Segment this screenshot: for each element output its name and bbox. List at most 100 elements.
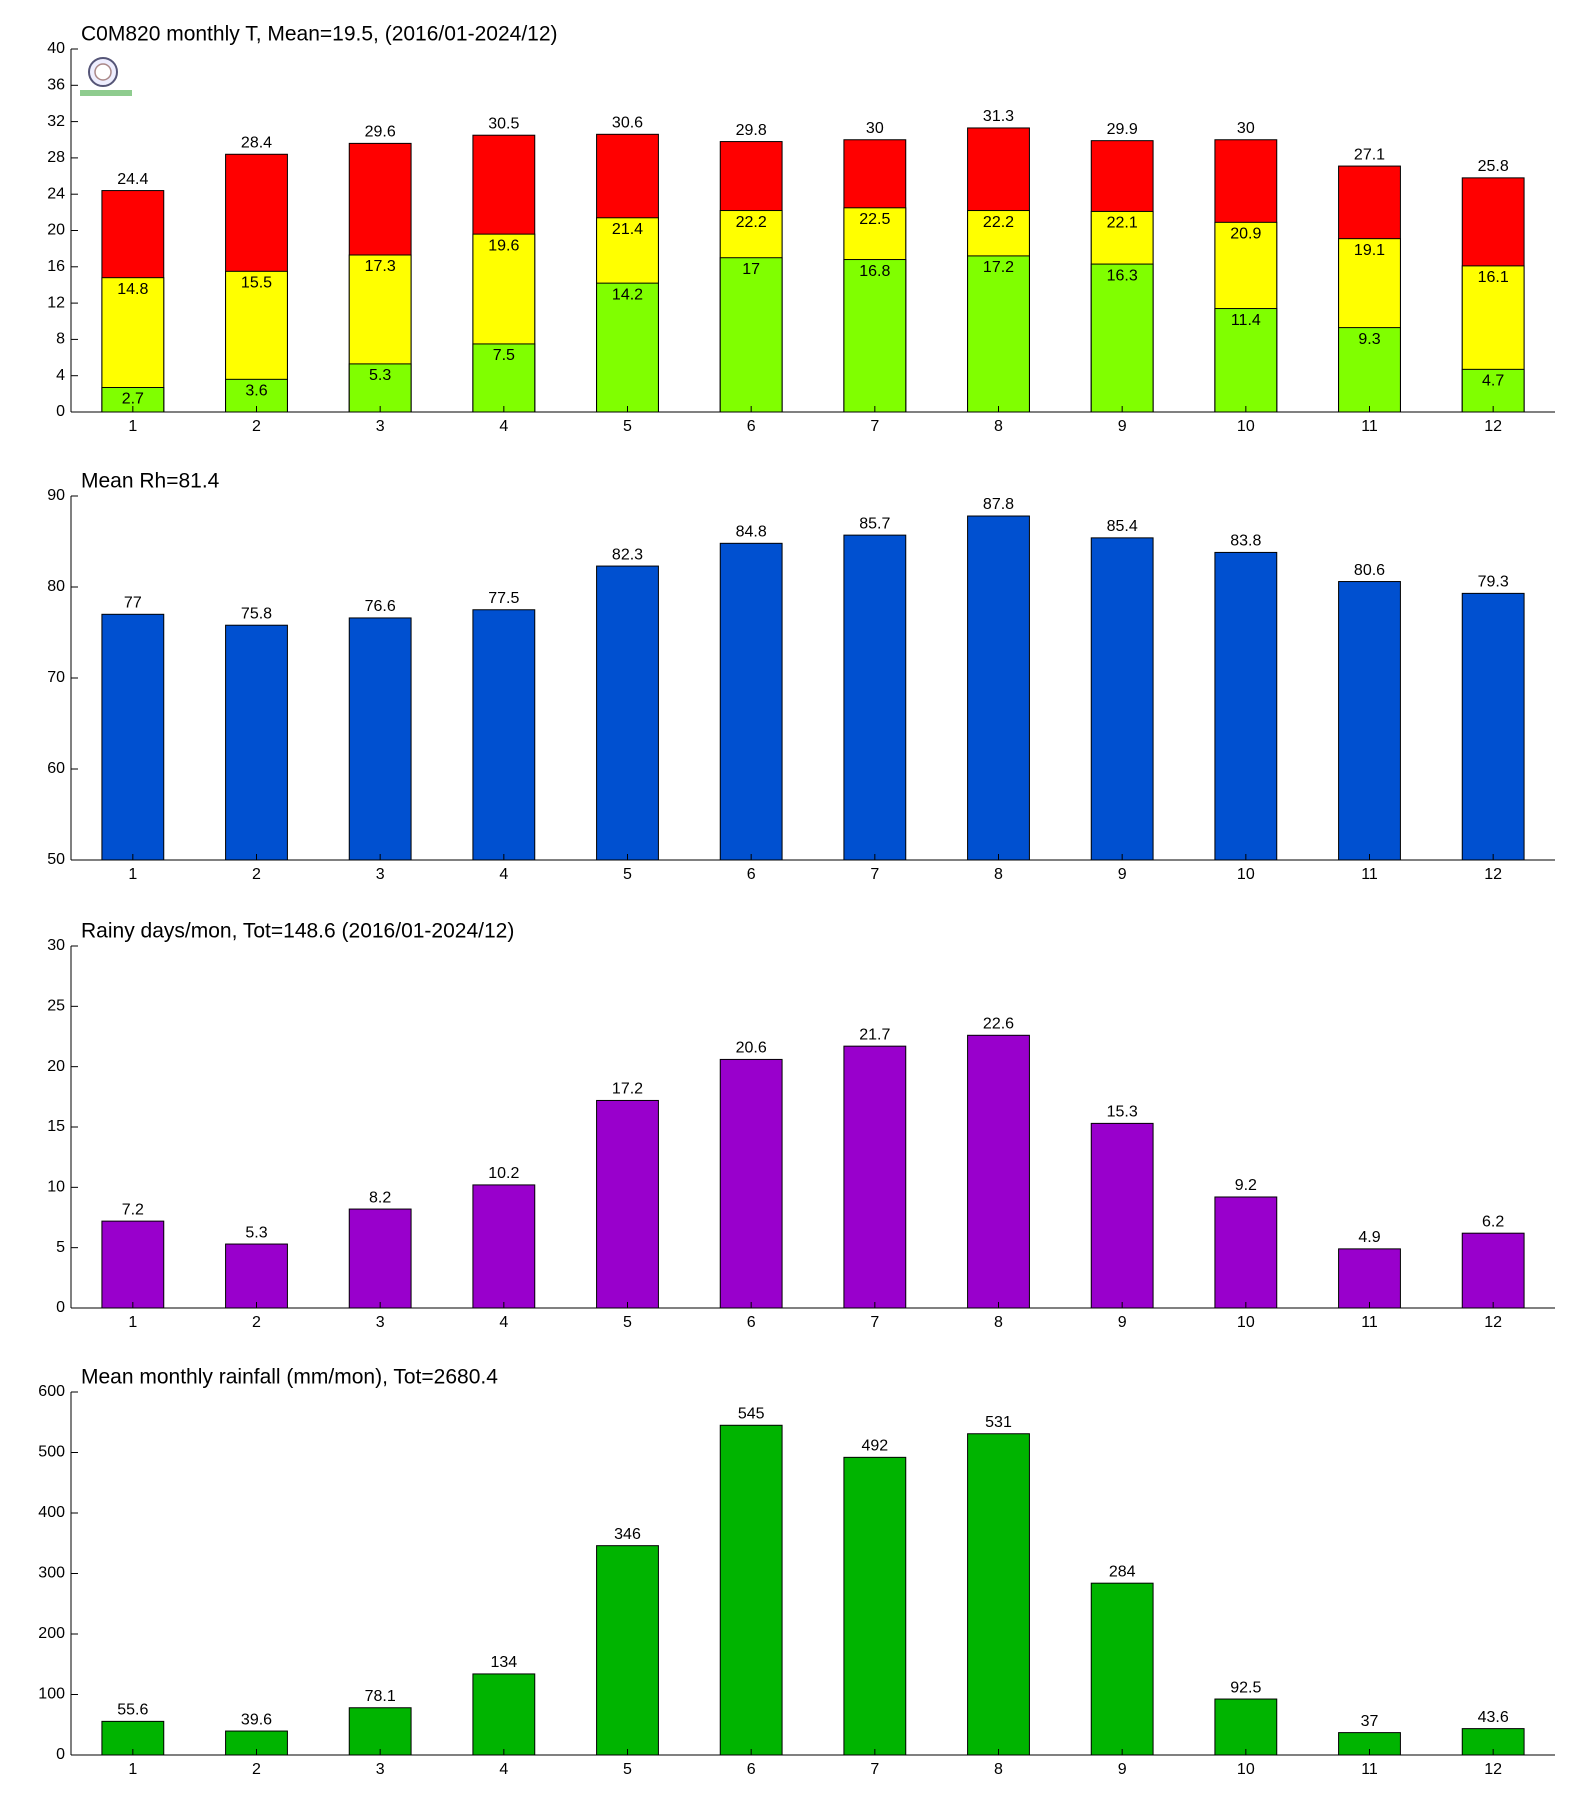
bar [843,534,907,861]
value-label: 6.2 [1482,1213,1504,1230]
bar [596,565,659,861]
x-tick-label: 12 [1484,1761,1502,1778]
value-label: 346 [614,1526,641,1543]
value-label: 16.3 [1107,267,1138,284]
x-tick-label: 6 [747,1314,756,1331]
bar [472,1673,536,1756]
x-tick-label: 7 [870,418,879,435]
bar [1338,327,1401,413]
value-label: 85.4 [1107,518,1138,535]
bar [348,363,412,413]
x-tick-label: 7 [870,1314,879,1331]
x-tick-label: 6 [747,1761,756,1778]
value-label: 22.1 [1107,215,1138,232]
x-tick-label: 8 [994,1761,1003,1778]
x-tick-label: 5 [623,418,632,435]
x-tick-label: 10 [1237,866,1255,883]
bar [348,1208,412,1309]
x-tick-label: 9 [1118,418,1127,435]
value-label: 27.1 [1354,146,1385,163]
bar [1090,537,1154,861]
value-label: 21.7 [859,1026,890,1043]
value-label: 545 [738,1405,765,1422]
value-label: 531 [985,1414,1012,1431]
x-tick-label: 12 [1484,866,1502,883]
y-tick-label: 50 [47,851,65,868]
value-label: 39.6 [241,1711,272,1728]
y-tick-label: 8 [56,331,65,348]
x-tick-label: 2 [252,866,261,883]
bar [843,1456,907,1756]
value-label: 4.7 [1482,373,1504,390]
bar [719,542,783,861]
value-label: 11.4 [1231,312,1261,329]
y-tick-label: 80 [47,578,65,595]
y-tick-label: 24 [47,185,65,202]
y-tick-label: 20 [47,1058,65,1075]
bar [967,1034,1030,1309]
value-label: 22.2 [736,214,767,231]
value-label: 21.4 [612,221,643,238]
x-tick-label: 6 [747,866,756,883]
bar [1214,308,1278,413]
value-label: 29.8 [736,122,767,139]
x-tick-label: 2 [252,1761,261,1778]
x-tick-label: 5 [623,1314,632,1331]
value-label: 5.3 [245,1224,267,1241]
bar [225,624,288,861]
x-tick-label: 11 [1361,418,1378,435]
bar [1214,1196,1278,1309]
y-tick-label: 10 [47,1179,65,1196]
value-label: 37 [1361,1713,1379,1730]
x-tick-label: 4 [499,866,508,883]
x-tick-label: 7 [870,866,879,883]
x-tick-label: 4 [499,1761,508,1778]
value-label: 83.8 [1230,533,1261,550]
bar [225,1243,288,1309]
x-tick-label: 1 [128,418,137,435]
bar [719,257,783,413]
value-label: 77.5 [488,590,519,607]
bar [843,259,907,413]
value-label: 30 [1237,120,1255,137]
bar [843,1045,907,1309]
value-label: 19.1 [1354,242,1385,259]
y-tick-label: 15 [47,1118,65,1135]
value-label: 87.8 [983,496,1014,513]
y-tick-label: 5 [56,1239,65,1256]
value-label: 492 [861,1438,888,1455]
x-tick-label: 11 [1361,1314,1378,1331]
y-tick-label: 28 [47,149,65,166]
y-tick-label: 12 [47,294,65,311]
x-tick-label: 10 [1237,1314,1255,1331]
value-label: 43.6 [1478,1709,1509,1726]
value-label: 76.6 [365,598,396,615]
logo [80,57,132,96]
value-label: 16.1 [1478,269,1509,286]
x-tick-label: 9 [1118,1314,1127,1331]
bar [967,1433,1030,1756]
y-tick-label: 25 [47,998,65,1015]
value-label: 84.8 [736,524,767,541]
value-label: 8.2 [369,1189,391,1206]
value-label: 19.6 [488,237,519,254]
value-label: 5.3 [369,367,391,384]
chart-title: Mean monthly rainfall (mm/mon), Tot=2680… [81,1366,498,1389]
y-tick-label: 20 [47,222,65,239]
value-label: 17.2 [983,259,1014,276]
value-label: 82.3 [612,546,643,563]
x-tick-label: 6 [747,418,756,435]
value-label: 30 [866,120,884,137]
value-label: 29.6 [365,124,396,141]
y-tick-label: 500 [38,1444,65,1461]
bar [1090,263,1154,413]
bar [472,609,536,861]
value-label: 14.8 [117,281,148,298]
value-label: 22.6 [983,1016,1014,1033]
value-label: 17.3 [365,258,396,275]
y-tick-label: 70 [47,669,65,686]
value-label: 29.9 [1107,121,1138,138]
bar [719,1058,783,1309]
bar [596,282,659,413]
